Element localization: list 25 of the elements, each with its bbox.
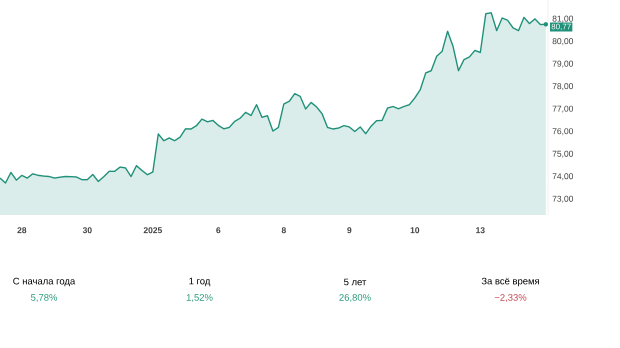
y-tick-label: 73,00 bbox=[552, 196, 574, 203]
x-tick-label: 9 bbox=[347, 227, 352, 234]
y-tick-label: 76,00 bbox=[552, 128, 574, 136]
y-tick-label: 75,00 bbox=[552, 150, 574, 158]
y-tick-label: 78,00 bbox=[552, 83, 574, 90]
text: 1,52% bbox=[186, 294, 213, 302]
x-tick-label: 13 bbox=[476, 227, 485, 234]
category-label: За всё время bbox=[482, 278, 540, 286]
category-label: 5 лет bbox=[344, 278, 366, 286]
x-tick-label: 8 bbox=[282, 227, 286, 234]
x-tick-label: 10 bbox=[410, 227, 420, 234]
text: 26,80% bbox=[339, 294, 371, 302]
x-tick-label: 30 bbox=[82, 227, 92, 234]
y-tick-label: 77,00 bbox=[552, 106, 574, 113]
text: −2,33% bbox=[494, 294, 526, 302]
y-tick-label: 81,00 bbox=[552, 16, 574, 23]
x-tick-label: 28 bbox=[17, 227, 26, 234]
category-label: 1 год bbox=[189, 278, 210, 286]
text: 5,78% bbox=[30, 294, 58, 302]
y-tick-label: 74,00 bbox=[552, 173, 574, 180]
x-tick-label: 6 bbox=[216, 227, 220, 234]
category-label: С начала года bbox=[13, 278, 76, 286]
y-tick-label: 80,00 bbox=[552, 38, 574, 46]
y-tick-label: 79,00 bbox=[552, 60, 574, 68]
x-tick-label: 2025 bbox=[144, 227, 162, 234]
